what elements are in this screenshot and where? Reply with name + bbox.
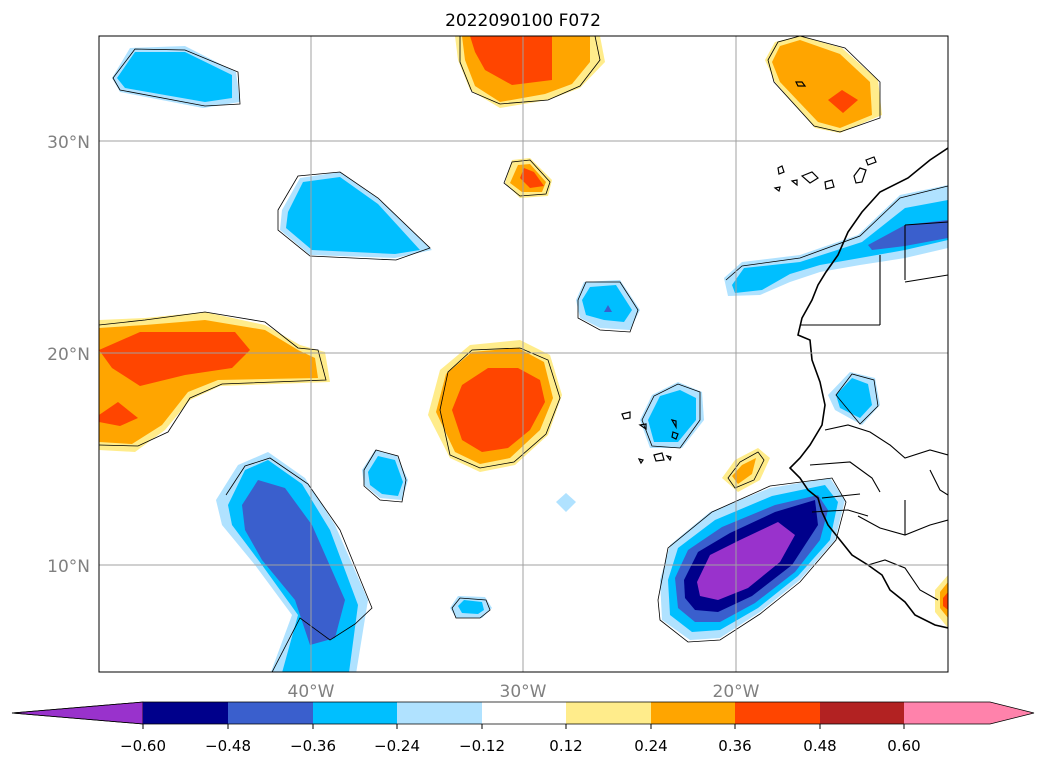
negative-anomaly-region-west-trough [216, 452, 368, 672]
positive-anomaly-region-north-central [455, 36, 605, 108]
map-frame [98, 35, 949, 673]
country-borders [800, 221, 948, 601]
colorbar-tick-label: 0.24 [634, 737, 667, 755]
colorbar-bin-1 [143, 702, 228, 724]
colorbar-tick-label: −0.60 [120, 737, 166, 755]
colorbar-extend-high [904, 702, 1034, 724]
positive-anomaly-small-east [722, 448, 948, 628]
lon-label-40w: 40°W [288, 682, 335, 702]
colorbar-tick-label: −0.48 [205, 737, 251, 755]
colorbar-tick-label: −0.12 [459, 737, 505, 755]
colorbar-bin-2 [228, 702, 313, 724]
colorbar-bin-4 [397, 702, 482, 724]
colorbar-bin-7 [651, 702, 735, 724]
colorbar-bin-5 [482, 702, 566, 724]
colorbar-bin-8 [735, 702, 820, 724]
contour-lines [99, 36, 948, 672]
coastline [788, 147, 948, 629]
colorbar-tick-label: 0.48 [803, 737, 836, 755]
colorbar-tick-label: 0.12 [549, 737, 582, 755]
lon-label-30w: 30°W [500, 682, 547, 702]
colorbar-bin-6 [566, 702, 651, 724]
negative-anomaly-region-nw [112, 46, 240, 108]
negative-anomaly-small-cells [362, 450, 576, 618]
islands [621, 81, 877, 465]
colorbar-tick-label: −0.24 [374, 737, 420, 755]
colorbar-tick-label: 0.60 [887, 737, 920, 755]
colorbar-tick-label: 0.36 [718, 737, 751, 755]
map-content [99, 36, 948, 672]
colorbar-bin-9 [820, 702, 904, 724]
gridlines [99, 36, 948, 672]
colorbar-extend-low [11, 701, 144, 725]
negative-anomaly-core-southeast [660, 478, 845, 640]
positive-anomaly-region-central [428, 340, 562, 472]
positive-anomaly-region-west [99, 312, 330, 452]
figure-title: 2022090100 F072 [445, 11, 601, 31]
lat-label-10n: 10°N [47, 557, 90, 577]
negative-anomaly-region-central-north [280, 172, 432, 258]
lon-label-20w: 20°W [713, 682, 760, 702]
colorbar-bin-3 [313, 702, 397, 724]
positive-anomaly-region-northeast [765, 36, 882, 133]
colorbar-tick-label: −0.36 [290, 737, 336, 755]
lat-label-30n: 30°N [47, 133, 90, 153]
colorbar: −0.60 −0.48 −0.36 −0.24 −0.12 0.12 0.24 … [11, 701, 1035, 755]
positive-anomaly-small-north [505, 158, 552, 198]
lat-label-20n: 20°N [47, 345, 90, 365]
negative-anomaly-region-african-coast [724, 185, 948, 425]
negative-anomaly-region-mid-atlantic [576, 280, 704, 448]
